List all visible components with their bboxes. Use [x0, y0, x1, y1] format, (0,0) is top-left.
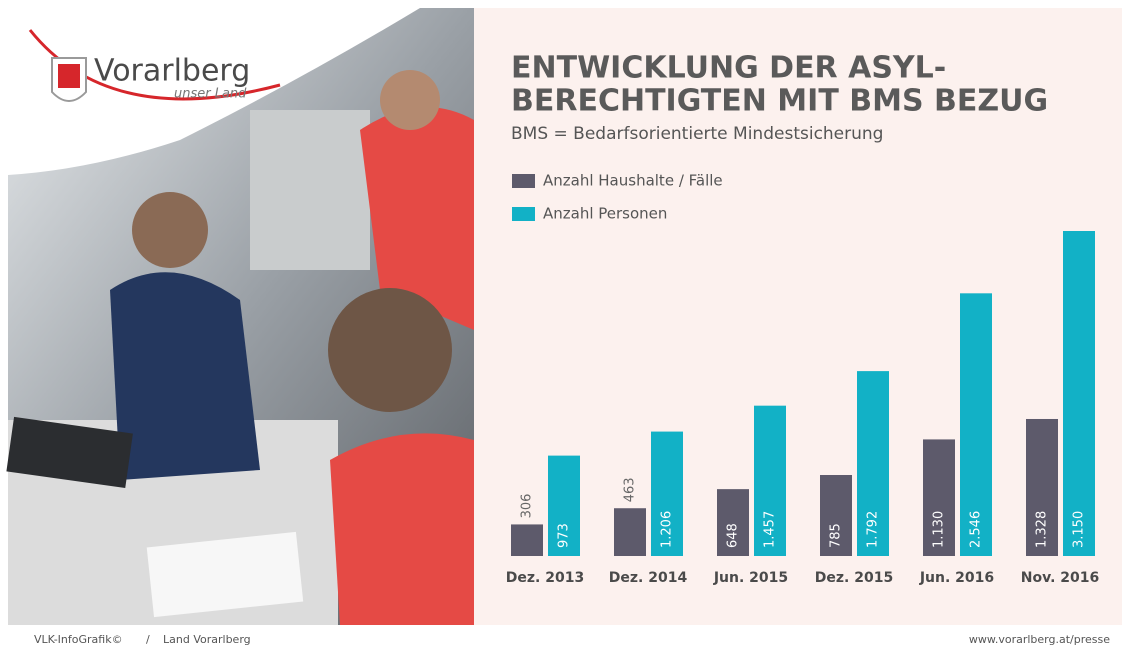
value-label: 785 — [829, 523, 844, 548]
legend-swatch — [512, 174, 535, 188]
value-label: 648 — [726, 523, 741, 548]
x-tick-label: Jun. 2016 — [919, 570, 994, 586]
value-label: 1.206 — [660, 511, 675, 548]
value-label: 1.328 — [1035, 511, 1050, 548]
bar — [511, 524, 543, 556]
bar — [614, 508, 646, 556]
value-label: 463 — [623, 477, 638, 502]
footer-separator: / — [146, 633, 150, 646]
value-label: 973 — [557, 523, 572, 548]
legend-swatch — [512, 207, 535, 221]
footer-org: Land Vorarlberg — [163, 633, 251, 646]
value-label: 1.792 — [866, 511, 881, 548]
value-label: 2.546 — [969, 511, 984, 548]
x-tick-label: Jun. 2015 — [713, 570, 788, 586]
infographic: Vorarlberg unser Land ENTWICKLUNG DER AS… — [0, 0, 1127, 650]
legend-label: Anzahl Personen — [543, 205, 667, 223]
chart-subtitle: BMS = Bedarfsorientierte Mindestsicherun… — [511, 124, 883, 144]
chart-title: ENTWICKLUNG DER ASYL- — [511, 51, 946, 86]
logo-tagline: unser Land — [174, 87, 247, 102]
logo-name: Vorarlberg — [94, 54, 250, 89]
x-tick-label: Nov. 2016 — [1021, 570, 1099, 586]
bar — [1063, 231, 1095, 556]
value-label: 3.150 — [1072, 511, 1087, 548]
footer-credit: VLK-InfoGrafik© — [34, 633, 123, 646]
x-tick-label: Dez. 2015 — [815, 570, 893, 586]
chart-title: BERECHTIGTEN MIT BMS BEZUG — [511, 84, 1048, 119]
value-label: 1.457 — [763, 511, 778, 548]
footer-url: www.vorarlberg.at/presse — [969, 633, 1110, 646]
value-label: 306 — [520, 494, 535, 519]
x-tick-label: Dez. 2014 — [609, 570, 688, 586]
x-tick-label: Dez. 2013 — [506, 570, 584, 586]
value-label: 1.130 — [932, 511, 947, 548]
legend-label: Anzahl Haushalte / Fälle — [543, 172, 723, 190]
